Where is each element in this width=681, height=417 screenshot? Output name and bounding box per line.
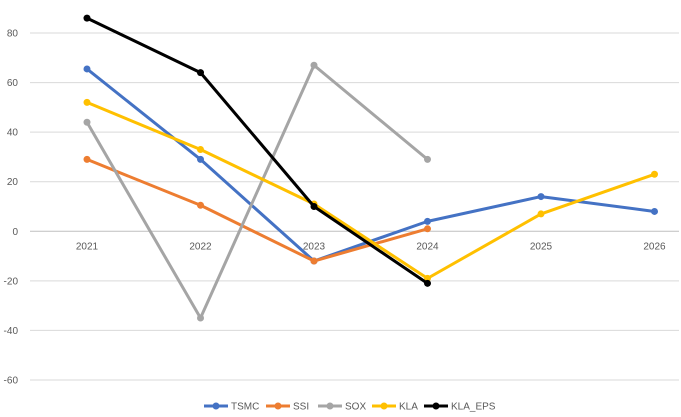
x-tick-label: 2024 <box>416 241 439 252</box>
x-tick-label: 2021 <box>76 241 99 252</box>
series-kla <box>83 98 658 282</box>
y-tick-label: -40 <box>4 326 19 337</box>
data-point <box>424 217 431 225</box>
legend-swatch-marker <box>326 402 334 410</box>
data-point <box>83 118 91 126</box>
x-tick-label: 2023 <box>303 241 326 252</box>
y-tick-label: 0 <box>12 227 18 238</box>
data-point <box>197 314 204 322</box>
series-lines <box>83 14 658 322</box>
x-tick-label: 2026 <box>643 241 666 252</box>
legend-label: SSI <box>293 402 309 413</box>
legend-label: KLA_EPS <box>451 402 496 413</box>
series-sox <box>83 61 431 322</box>
data-point <box>83 155 91 163</box>
legend-item: KLA <box>372 402 418 413</box>
data-point <box>310 257 318 265</box>
data-point <box>424 155 431 163</box>
y-tick-label: 60 <box>7 78 19 89</box>
y-tick-label: 80 <box>7 29 19 40</box>
legend: TSMC SSI SOX KLA KLA_EPS <box>204 402 496 413</box>
data-point <box>197 145 204 153</box>
data-point <box>651 170 658 178</box>
y-tick-label: -20 <box>4 276 19 287</box>
legend-label: TSMC <box>231 402 259 413</box>
data-point <box>651 207 658 215</box>
legend-swatch-marker <box>274 402 282 410</box>
x-tick-label: 2022 <box>189 241 212 252</box>
legend-item: KLA_EPS <box>424 402 496 413</box>
data-point <box>424 279 431 287</box>
legend-swatch-marker <box>432 402 440 410</box>
legend-label: SOX <box>345 402 366 413</box>
data-point <box>310 203 318 210</box>
data-point <box>310 61 318 69</box>
legend-swatch-marker <box>212 402 220 410</box>
data-point <box>83 65 91 73</box>
series-line <box>85 67 656 263</box>
series-line <box>85 100 656 280</box>
data-point <box>424 225 431 233</box>
x-tick-label: 2025 <box>530 241 553 252</box>
data-point <box>197 201 204 209</box>
legend-item: SOX <box>318 402 366 413</box>
series-tsmc <box>83 65 658 265</box>
series-kla-eps <box>83 14 431 287</box>
legend-label: KLA <box>399 402 418 413</box>
data-point <box>537 193 545 201</box>
data-point <box>197 69 204 77</box>
legend-swatch-marker <box>380 402 388 410</box>
legend-item: TSMC <box>204 402 259 413</box>
data-point <box>83 14 91 22</box>
data-point <box>83 98 91 106</box>
gridlines <box>30 32 679 381</box>
y-tick-label: 20 <box>7 177 19 188</box>
y-axis-ticks: 80 60 40 20 0 -20 -40 -60 <box>4 29 19 387</box>
y-tick-label: -60 <box>4 376 19 387</box>
legend-item: SSI <box>266 402 309 413</box>
x-axis-ticks: 2021 2022 2023 2024 2025 2026 <box>76 241 666 252</box>
y-tick-label: 40 <box>7 128 19 139</box>
data-point <box>424 274 431 282</box>
data-point <box>537 210 545 218</box>
data-point <box>197 155 204 163</box>
series-line <box>85 63 429 320</box>
series-line <box>85 16 429 285</box>
